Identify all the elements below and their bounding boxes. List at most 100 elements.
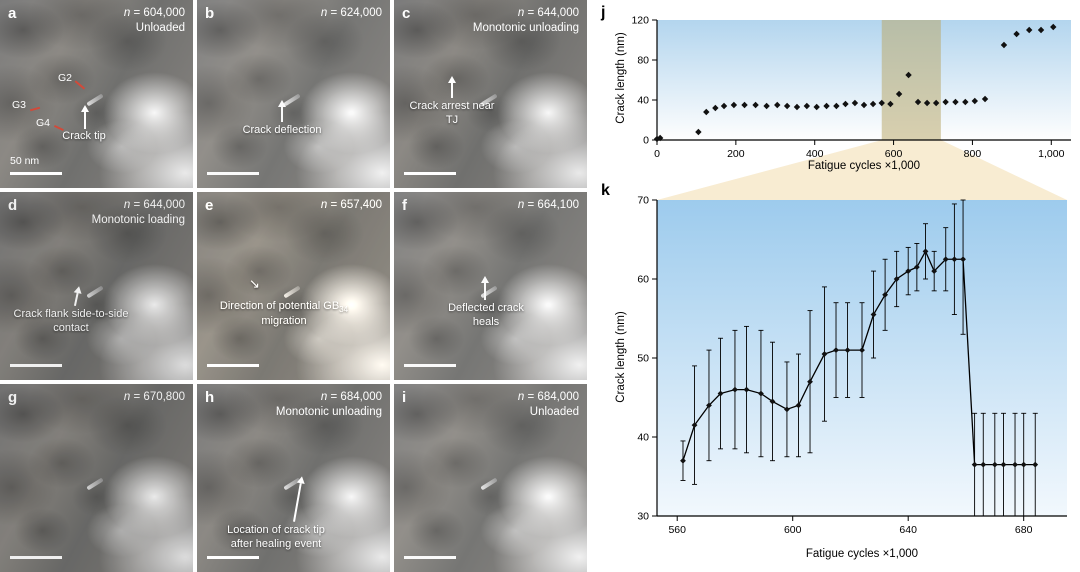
crack-feature [86, 285, 104, 299]
tem-panel-a: a n = 604,000 Unloaded G2 G3 G4 Crack ti… [0, 0, 193, 188]
panel-letter-j: j [601, 4, 606, 21]
load-condition: Monotonic unloading [472, 21, 579, 34]
annotation-crack-deflection: Crack deflection [242, 124, 322, 136]
panel-letter: e [205, 197, 214, 214]
load-condition: Unloaded [529, 405, 579, 418]
crack-feature [86, 477, 104, 491]
chart-j-y-axis-label: Crack length (nm) [615, 32, 627, 124]
svg-text:30: 30 [637, 511, 649, 523]
panel-letter: a [8, 5, 17, 22]
n-symbol: n [123, 199, 131, 211]
n-symbol: n [517, 199, 525, 211]
annotation-arrow [70, 285, 84, 307]
cycle-info: n = 684,000 Monotonic unloading [276, 390, 382, 420]
cycle-info: n = 644,000 Monotonic loading [92, 198, 185, 228]
grain-boundary-mark [74, 80, 86, 90]
scale-bar [207, 171, 259, 175]
tem-panel-c: c n = 644,000 Monotonic unloading Crack … [394, 0, 587, 188]
cycle-info: n = 657,400 [321, 198, 382, 213]
scale-bar [10, 555, 62, 559]
panel-letter: h [205, 389, 215, 406]
annotation-arrow [480, 276, 490, 300]
n-value: = 644,000 [130, 199, 186, 211]
n-symbol: n [123, 391, 131, 403]
svg-text:800: 800 [964, 148, 982, 160]
annotation-crack-flank: Crack flank side-to-side contact [13, 308, 129, 334]
load-condition: Monotonic unloading [275, 405, 382, 418]
scale-bar [207, 555, 259, 559]
annotation-arrow [277, 100, 287, 122]
scale-bar [404, 555, 456, 559]
tem-panel-d: d n = 644,000 Monotonic loading Crack fl… [0, 192, 193, 380]
annotation-arrow [447, 76, 457, 98]
n-symbol: n [123, 7, 131, 19]
n-symbol: n [320, 7, 328, 19]
scale-bar [404, 363, 456, 367]
annotation-arrow [80, 105, 90, 129]
annotation-crack-arrest: Crack arrest near TJ [409, 100, 495, 126]
tem-panel-f: f n = 664,100 Deflected crack heals [394, 192, 587, 380]
cycle-info: n = 684,000 Unloaded [518, 390, 579, 420]
panel-letter: g [8, 389, 18, 406]
n-value: = 657,400 [327, 199, 383, 211]
svg-text:400: 400 [806, 148, 824, 160]
n-value: = 670,800 [130, 391, 186, 403]
n-symbol: n [517, 7, 525, 19]
svg-text:200: 200 [727, 148, 745, 160]
n-value: = 644,000 [524, 7, 580, 19]
tem-panel-i: i n = 684,000 Unloaded [394, 384, 587, 572]
charts-column: j 0 200 400 600 800 1,000 0 40 80 120 Fatigue cyc… [595, 0, 1080, 572]
svg-text:640: 640 [899, 524, 917, 536]
n-value: = 604,000 [130, 7, 186, 19]
svg-text:60: 60 [637, 274, 649, 286]
tem-panel-h: h n = 684,000 Monotonic unloading Locati… [197, 384, 390, 572]
svg-text:560: 560 [668, 524, 686, 536]
crack-feature [480, 477, 498, 491]
n-symbol: n [320, 199, 328, 211]
grain-label-g4: G4 [36, 117, 51, 129]
scale-bar [10, 363, 62, 367]
cycle-info: n = 670,800 [124, 390, 185, 405]
chart-k-y-axis-label: Crack length (nm) [615, 311, 627, 403]
n-symbol: n [320, 391, 328, 403]
migration-direction-arrow: ↘ [249, 276, 260, 291]
tem-panel-b: b n = 624,000 Crack deflection [197, 0, 390, 188]
annotation-crack-tip-location: Location of crack tip after healing even… [227, 524, 325, 550]
panel-letter: c [402, 5, 411, 22]
scale-bar-label: 50 nm [10, 155, 40, 167]
svg-text:50: 50 [637, 353, 649, 365]
n-value: = 684,000 [327, 391, 383, 403]
load-condition: Unloaded [135, 21, 185, 34]
chart-j-x-axis-label: Fatigue cycles ×1,000 [807, 160, 921, 172]
grain-label-g3: G3 [12, 99, 27, 111]
n-value: = 664,100 [524, 199, 580, 211]
load-condition: Monotonic loading [91, 213, 185, 226]
panel-letter: i [402, 389, 407, 406]
svg-text:40: 40 [637, 432, 649, 444]
annotation-crack-tip: Crack tip [62, 130, 106, 142]
n-symbol: n [517, 391, 525, 403]
svg-text:600: 600 [885, 148, 903, 160]
annotation-crack-heals: Deflected crack heals [448, 302, 524, 328]
svg-text:0: 0 [654, 148, 660, 160]
cycle-info: n = 664,100 [518, 198, 579, 213]
crack-feature [283, 285, 301, 299]
svg-text:0: 0 [643, 135, 649, 147]
scale-bar [207, 363, 259, 367]
svg-text:70: 70 [637, 195, 649, 207]
n-value: = 624,000 [327, 7, 383, 19]
tem-panel-g: g n = 670,800 [0, 384, 193, 572]
n-value: = 684,000 [524, 391, 580, 403]
panel-letter-k: k [601, 182, 610, 199]
crack-length-overview-chart: 0 200 400 600 800 1,000 0 40 80 120 [631, 15, 1071, 160]
chart-k-x-axis-label: Fatigue cycles ×1,000 [805, 548, 919, 560]
svg-text:680: 680 [1015, 524, 1033, 536]
cycle-info: n = 644,000 Monotonic unloading [473, 6, 579, 36]
svg-text:120: 120 [631, 15, 649, 27]
scale-bar [10, 171, 62, 175]
annotation-gb-migration: Direction of potential GB34 migration [219, 300, 349, 328]
panel-letter: d [8, 197, 18, 214]
cycle-info: n = 604,000 Unloaded [124, 6, 185, 36]
svg-text:1,000: 1,000 [1038, 148, 1064, 160]
